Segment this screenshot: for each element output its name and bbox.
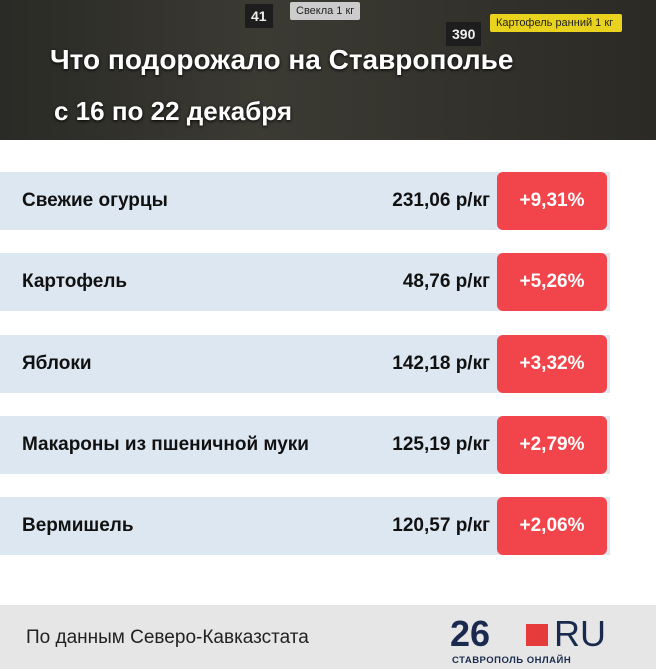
table-row: Картофель 48,76 р/кг +5,26% bbox=[0, 253, 610, 312]
photo-tag: Картофель ранний 1 кг bbox=[490, 14, 622, 32]
price-change: +5,26% bbox=[497, 253, 607, 312]
logo-caption: СТАВРОПОЛЬ ОНЛАЙН bbox=[452, 655, 572, 666]
table-row: Вермишель 120,57 р/кг +2,06% bbox=[0, 497, 610, 556]
logo-domain: RU bbox=[554, 613, 606, 654]
logo-number: 26 bbox=[450, 613, 491, 654]
price: 125,19 р/кг bbox=[392, 433, 490, 455]
source: По данным Северо-Кавказстата bbox=[26, 627, 309, 648]
photo-tag: Свекла 1 кг bbox=[290, 2, 361, 20]
table-row: Свежие огурцы 231,06 р/кг +9,31% bbox=[0, 172, 610, 230]
price: 48,76 р/кг bbox=[402, 271, 490, 293]
photo-tag-number: 41 bbox=[245, 4, 273, 28]
product-name: Вермишель bbox=[22, 515, 134, 537]
price: 142,18 р/кг bbox=[392, 352, 490, 374]
photo-tag-number: 390 bbox=[446, 22, 482, 46]
product-name: Яблоки bbox=[22, 352, 92, 374]
price-change: +2,79% bbox=[497, 415, 607, 474]
subtitle: с 16 по 22 декабря bbox=[54, 96, 292, 126]
title: Что подорожало на Ставрополье bbox=[50, 44, 514, 75]
table-row: Яблоки 142,18 р/кг +3,32% bbox=[0, 334, 610, 393]
price-change: +2,06% bbox=[497, 497, 607, 556]
price: 120,57 р/кг bbox=[392, 515, 490, 537]
table-row: Макароны из пшеничной муки 125,19 р/кг +2,… bbox=[0, 415, 610, 474]
product-name: Макароны из пшеничной муки bbox=[22, 433, 309, 455]
product-name: Картофель bbox=[22, 271, 128, 293]
footer: По данным Северо-Кавказстата 26 RU СТАВР… bbox=[0, 605, 656, 669]
logo: 26 RU СТАВРОПОЛЬ ОНЛАЙН bbox=[450, 613, 620, 667]
header: 390 Картофель ранний 1 кг 41 Свекла 1 кг… bbox=[0, 0, 656, 140]
price-change: +3,32% bbox=[497, 334, 607, 393]
logo-square bbox=[526, 624, 548, 646]
price-change: +9,31% bbox=[497, 172, 607, 230]
price: 231,06 р/кг bbox=[392, 190, 490, 211]
product-name: Свежие огурцы bbox=[22, 190, 168, 211]
